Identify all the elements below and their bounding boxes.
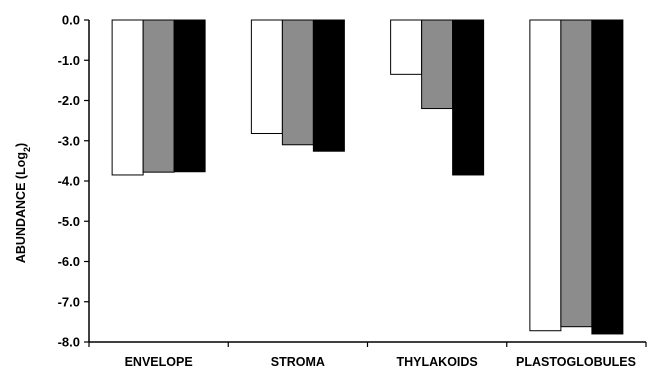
bar: [111, 19, 144, 176]
y-tick-label: -6.0: [58, 254, 80, 269]
bar: [529, 19, 562, 332]
bars-layer: [111, 19, 624, 335]
bar: [452, 19, 485, 176]
y-tick-label: -8.0: [58, 335, 80, 350]
y-ticks: 0.0 -1.0 -2.0 -3.0 -4.0 -5.0 -6.0 -7.0 -8.0: [58, 13, 89, 350]
bar: [142, 19, 175, 173]
y-tick-label: 0.0: [62, 13, 80, 28]
bar: [312, 19, 345, 152]
bar: [421, 19, 454, 110]
bar: [250, 19, 283, 135]
x-category-label: THYLAKOIDS: [397, 355, 478, 369]
x-ticks: ENVELOPE STROMA THYLAKOIDS PLASTOGLOBULES: [88, 342, 647, 369]
bar: [591, 19, 624, 335]
y-axis-title: ABUNDANCE (Log2): [14, 143, 32, 263]
x-category-label: ENVELOPE: [125, 355, 193, 369]
y-tick-label: -2.0: [58, 93, 80, 108]
bar: [281, 19, 314, 146]
bar: [390, 19, 423, 75]
y-tick-label: -4.0: [58, 174, 80, 189]
x-category-label: PLASTOGLOBULES: [516, 355, 636, 369]
x-category-label: STROMA: [271, 355, 325, 369]
bar: [560, 19, 593, 328]
y-axis-title-subscript: 2: [22, 147, 32, 152]
y-tick-label: -3.0: [58, 133, 80, 148]
y-axis-title-main: ABUNDANCE (Log: [14, 152, 28, 263]
bar: [173, 19, 206, 173]
y-axis-title-suffix: ): [14, 143, 28, 147]
y-tick-label: -1.0: [58, 53, 80, 68]
y-tick-label: -5.0: [58, 214, 80, 229]
y-tick-label: -7.0: [58, 294, 80, 309]
